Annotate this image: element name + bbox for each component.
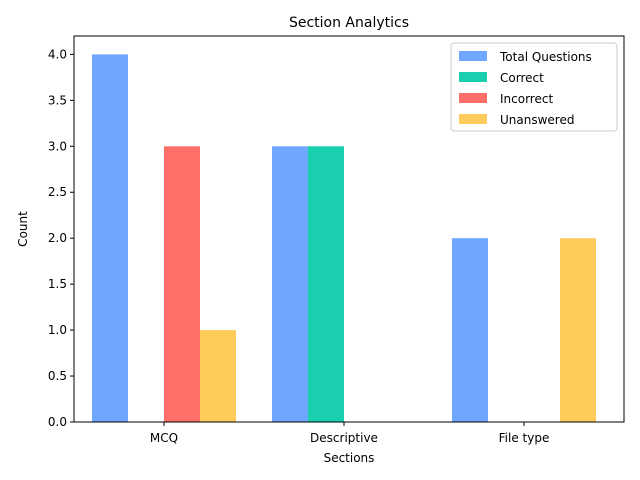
x-tick-label: File type [499, 431, 550, 445]
legend-entry: Total Questions [499, 50, 592, 64]
y-axis-label: Count [16, 211, 30, 247]
bars-group [92, 54, 596, 423]
legend-swatch [459, 72, 487, 82]
legend: Total Questions Correct Incorrect Unanswere… [450, 42, 618, 132]
y-tick-label: 0.5 [48, 369, 67, 383]
y-tick-label: 3.5 [48, 93, 67, 107]
x-axis-label: Sections [324, 451, 375, 465]
y-tick-label: 2.0 [48, 231, 67, 245]
legend-entry: Correct [500, 71, 544, 85]
y-tick-label: 1.5 [48, 277, 67, 291]
bar-file-type-unanswered [560, 238, 596, 422]
bar-mcq-total-questions [92, 54, 128, 422]
legend-swatch [459, 93, 487, 103]
legend-swatch [459, 51, 487, 61]
bar-descriptive-correct [308, 146, 344, 423]
bar-descriptive-total-questions [272, 146, 308, 423]
legend-swatch [459, 114, 487, 124]
plot-area-frame [73, 35, 625, 423]
y-axis: 0.0 0.5 1.0 1.5 2.0 2.5 3.0 3.5 4.0 [48, 47, 74, 429]
y-tick-label: 1.0 [48, 323, 67, 337]
bar-mcq-incorrect [164, 146, 200, 423]
chart-title: Section Analytics [289, 15, 409, 31]
x-tick-label: Descriptive [310, 431, 378, 445]
y-tick-label: 4.0 [48, 47, 67, 61]
legend-box [450, 42, 618, 132]
x-tick-label: MCQ [150, 431, 178, 445]
bar-file-type-total-questions [452, 238, 488, 422]
y-tick-label: 2.5 [48, 185, 67, 199]
y-tick-label: 3.0 [48, 139, 67, 153]
bar-mcq-unanswered [200, 330, 236, 422]
x-axis: MCQ Descriptive File type [150, 422, 549, 445]
legend-entry: Unanswered [500, 113, 574, 127]
legend-entry: Incorrect [500, 92, 553, 106]
y-tick-label: 0.0 [48, 415, 67, 429]
